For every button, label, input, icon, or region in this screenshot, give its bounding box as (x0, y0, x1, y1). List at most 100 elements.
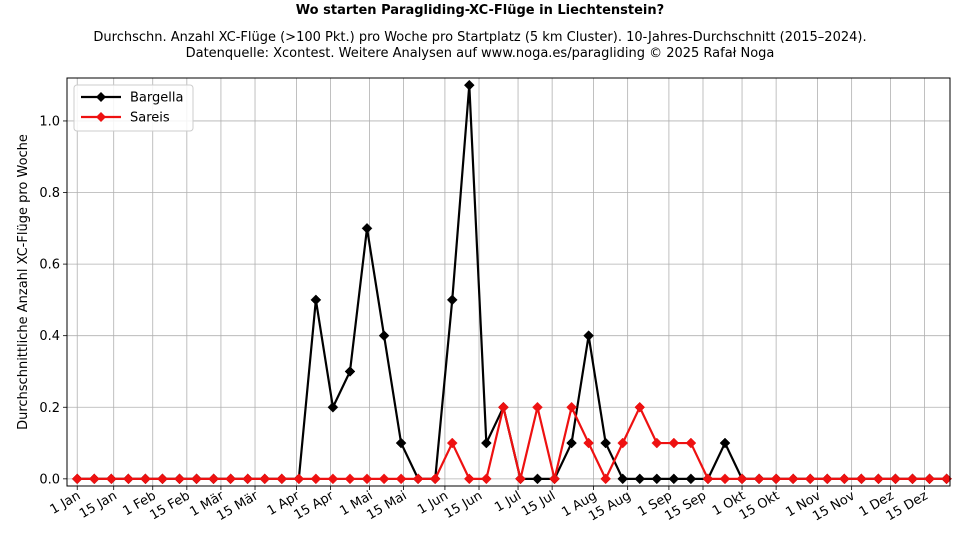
data-point (378, 330, 390, 342)
data-point (344, 366, 356, 377)
y-tick-label: 0.4 (39, 329, 60, 344)
legend-label: Bargella (130, 91, 183, 106)
data-point (361, 222, 373, 234)
x-tick-label: 15 Okt (737, 488, 782, 523)
data-point (532, 401, 543, 413)
data-point (88, 473, 100, 485)
x-tick-label: 15 Jan (77, 488, 120, 521)
data-point (890, 473, 901, 485)
series-layer (71, 79, 952, 485)
data-point (412, 473, 424, 485)
data-point (191, 473, 202, 485)
data-point (395, 473, 407, 485)
data-point (924, 473, 935, 485)
data-point (378, 473, 390, 485)
data-point (293, 473, 305, 485)
data-point (498, 401, 509, 413)
data-point (685, 473, 697, 485)
data-point (463, 79, 475, 91)
data-point (344, 473, 356, 485)
legend-swatch-marker (96, 92, 106, 102)
data-point (770, 473, 782, 485)
data-point (907, 473, 918, 485)
data-point (617, 437, 629, 449)
subtitle-line-2: Datenquelle: Xcontest. Weitere Analysen … (185, 46, 775, 61)
data-point (549, 473, 560, 485)
x-tick-label: 15 Jul (519, 488, 558, 519)
data-point (668, 473, 680, 485)
data-point (395, 437, 407, 449)
series-line (77, 84, 947, 480)
y-axis: 0.0 0.2 0.4 0.6 0.8 1.0 (39, 114, 67, 487)
data-point (532, 473, 543, 485)
data-point (583, 437, 594, 449)
data-point (685, 437, 697, 449)
data-point (821, 473, 833, 485)
data-point (634, 401, 646, 413)
data-point (174, 473, 185, 485)
data-point (259, 473, 271, 485)
data-point (361, 473, 373, 485)
data-point (515, 473, 526, 485)
data-point (787, 473, 799, 485)
data-point (310, 473, 322, 485)
data-point (856, 473, 867, 485)
data-point (600, 437, 612, 449)
series-line (77, 406, 947, 480)
legend-label: Sareis (130, 111, 170, 126)
data-point (242, 473, 254, 485)
data-point (446, 294, 458, 306)
data-point (208, 473, 219, 485)
y-tick-label: 0.8 (39, 186, 60, 201)
y-tick-label: 0.0 (39, 472, 60, 487)
x-tick-label: 15 Apr (292, 488, 337, 523)
x-tick-label: 15 Feb (147, 488, 192, 523)
data-point (310, 294, 322, 306)
data-point (123, 473, 134, 485)
data-point (873, 473, 884, 485)
x-tick-label: 1 Jul (492, 488, 524, 515)
data-point (157, 473, 168, 485)
data-point (105, 473, 117, 485)
x-tick-label: 15 Mai (364, 488, 409, 523)
data-point (753, 473, 765, 485)
data-point (480, 473, 492, 485)
data-point (651, 437, 663, 449)
data-point (327, 473, 339, 485)
data-point (838, 473, 850, 485)
x-tick-label: 15 Jun (442, 488, 485, 521)
data-point (276, 473, 288, 485)
data-point (480, 437, 492, 449)
data-point (651, 473, 663, 485)
data-point (804, 473, 816, 485)
data-point (719, 437, 731, 449)
y-tick-label: 1.0 (39, 114, 60, 129)
subtitle-line-1: Durchschn. Anzahl XC-Flüge (>100 Pkt.) p… (93, 30, 867, 45)
data-point (566, 437, 577, 449)
data-point (327, 401, 339, 413)
legend: Bargella Sareis (73, 84, 194, 132)
y-axis-label: Durchschnittliche Anzahl XC-Flüge pro Wo… (16, 134, 31, 430)
data-point (617, 473, 629, 485)
data-point (429, 473, 441, 485)
data-point (446, 437, 458, 449)
y-tick-label: 0.2 (39, 401, 60, 416)
y-tick-label: 0.6 (39, 258, 60, 273)
data-point (71, 473, 83, 485)
legend-swatch-marker (96, 112, 106, 122)
data-point (736, 473, 748, 485)
data-point (600, 473, 612, 485)
chart-subtitle: Durchschn. Anzahl XC-Flüge (>100 Pkt.) p… (0, 30, 960, 62)
data-point (634, 473, 646, 485)
data-point (702, 473, 714, 485)
x-tick-label: 1 Jan (48, 488, 84, 517)
data-point (668, 437, 680, 449)
data-point (583, 330, 594, 342)
data-point (140, 473, 151, 485)
data-point (566, 401, 577, 413)
data-point (463, 473, 475, 485)
plot-frame (66, 77, 951, 487)
chart-title: Wo starten Paragliding-XC-Flüge in Liech… (295, 3, 665, 18)
